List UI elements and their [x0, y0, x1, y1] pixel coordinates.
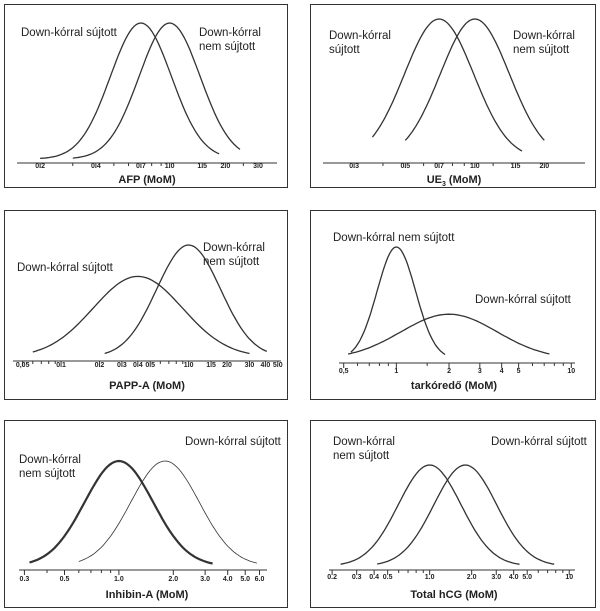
nt-chart-panel: tarkóredő (MoM) 0,5 1 2 3 4 5 10 Down-kórral ne… — [310, 210, 596, 400]
nt-axis-title: tarkóredő (MoM) — [411, 380, 498, 392]
inhibin-series-1-label: Down-kórral sújtott — [185, 436, 282, 448]
afp-series-1-curve — [72, 22, 241, 159]
afp-tick-label: 2.0 — [221, 163, 231, 170]
pappa-series-1-label: Down-kórral nem sújtott — [203, 242, 265, 268]
hcg-tick-label: 0.5 — [383, 574, 393, 581]
hcg-tick-label: 0.4 — [369, 574, 379, 581]
ue3-tick-label: 0.3 — [349, 163, 359, 170]
hcg-axis-title: Total hCG (MoM) — [410, 589, 497, 601]
nt-tick-label: 5 — [517, 368, 521, 375]
inhibin-tick-label: 0.3 — [20, 576, 30, 583]
ue3-series-0-label: Down-kórral sújtott — [329, 30, 391, 56]
inhibin-tick-label: 0.5 — [60, 576, 70, 583]
pappa-tick-label: 5.0 — [273, 362, 283, 369]
afp-series-0-label: Down-kórral sújtott — [21, 27, 118, 39]
inhibin-axis-title: Inhibin-A (MoM) — [106, 589, 189, 601]
ue3-tick-label: 0.5 — [400, 163, 410, 170]
ue3-tick-label: 1.5 — [511, 163, 521, 170]
pappa-tick-label: 1.5 — [206, 362, 216, 369]
pappa-tick-label: 1.0 — [184, 362, 194, 369]
pappa-tick-label: 2.0 — [222, 362, 232, 369]
pappa-tick-label: 3.0 — [245, 362, 255, 369]
pappa-tick-label: 4.0 — [261, 362, 271, 369]
inhibin-series-0-curve — [29, 459, 213, 565]
ue3-series-1-label: Down-kórral nem sújtott — [513, 30, 575, 56]
inhibin-tick-label: 3.0 — [200, 576, 210, 583]
hcg-tick-label: 0.2 — [327, 574, 337, 581]
afp-tick-label: 1.0 — [165, 163, 175, 170]
nt-series-1-label: Down-kórral sújtott — [475, 294, 572, 306]
hcg-tick-label: 5.0 — [522, 574, 532, 581]
nt-tick-label: 1 — [394, 368, 398, 375]
hcg-tick-label: 1.0 — [425, 574, 435, 581]
ue3-chart: UE3 (MoM) 0.3 0.5 0.7 1.0 1.5 2.0 Down-kórral s… — [323, 18, 585, 188]
afp-tick-label: 0.4 — [91, 163, 101, 170]
ue3-tick-label: 0.7 — [434, 163, 444, 170]
hcg-series-1-curve — [376, 464, 555, 565]
afp-series-0-curve — [40, 22, 220, 160]
pappa-axis-title: PAPP-A (MoM) — [109, 380, 185, 392]
nt-tick-label: 4 — [500, 368, 504, 375]
pappa-chart: PAPP-A (MoM) 0,05 0.1 0.2 0.3 0.4 0.5 1.0 1.5 2.… — [13, 242, 283, 392]
hcg-chart: Total hCG (MoM) 0.2 0.3 0.4 0.5 1.0 2.0 3.0 4.0… — [327, 436, 588, 601]
inhibin-tick-label: 2.0 — [168, 576, 178, 583]
nt-series-0-curve — [350, 246, 446, 356]
hcg-series-0-label: Down-kórral nem sújtott — [333, 436, 395, 462]
pappa-series-1-curve — [104, 244, 268, 355]
afp-axis-title: AFP (MoM) — [118, 174, 176, 186]
inhibin-series-0-label: Down-kórral nem sújtott — [19, 454, 81, 480]
pappa-tick-label: 0.5 — [145, 362, 155, 369]
hcg-series-0-curve — [340, 464, 520, 565]
pappa-series-0-curve — [32, 275, 250, 355]
hcg-tick-label: 4.0 — [509, 574, 519, 581]
pappa-tick-label: 0.1 — [56, 362, 66, 369]
nt-series-0-label: Down-kórral nem sújtott — [333, 232, 455, 244]
inhibin-chart-panel: Inhibin-A (MoM) 0.3 0.5 1.0 2.0 3.0 4.0 5.0 6.0… — [4, 420, 288, 608]
afp-tick-label: 3.0 — [253, 163, 263, 170]
ue3-axis-title: UE3 (MoM) — [427, 174, 482, 188]
pappa-tick-label: 0.3 — [117, 362, 127, 369]
ue3-chart-panel: UE3 (MoM) 0.3 0.5 0.7 1.0 1.5 2.0 Down-kórral s… — [310, 4, 596, 188]
nt-tick-label: 2 — [447, 368, 451, 375]
afp-tick-label: 0.7 — [136, 163, 146, 170]
hcg-tick-label: 0.3 — [352, 574, 362, 581]
inhibin-tick-label: 4.0 — [223, 576, 233, 583]
ue3-series-1-curve — [404, 18, 545, 141]
pappa-tick-label: 0.2 — [95, 362, 105, 369]
afp-series-1-label: Down-kórral nem sújtott — [199, 27, 261, 53]
afp-chart-panel: AFP (MoM) 0.2 0.4 0.7 1.0 1.5 2.0 3.0 Down-kórr… — [4, 4, 288, 188]
pappa-chart-panel: PAPP-A (MoM) 0,05 0.1 0.2 0.3 0.4 0.5 1.0 1.5 2.… — [4, 210, 288, 400]
ue3-tick-label: 2.0 — [539, 163, 549, 170]
hcg-tick-label: 2.0 — [467, 574, 477, 581]
inhibin-tick-label: 6.0 — [255, 576, 265, 583]
nt-tick-label: 3 — [478, 368, 482, 375]
pappa-tick-label: 0.4 — [133, 362, 143, 369]
afp-chart: AFP (MoM) 0.2 0.4 0.7 1.0 1.5 2.0 3.0 Down-kórr… — [17, 22, 277, 186]
afp-tick-label: 1.5 — [197, 163, 207, 170]
hcg-series-1-label: Down-kórral sújtott — [491, 436, 588, 448]
pappa-series-0-label: Down-kórral sújtott — [17, 262, 114, 274]
nt-chart: tarkóredő (MoM) 0,5 1 2 3 4 5 10 Down-kórral ne… — [333, 232, 575, 392]
hcg-chart-panel: Total hCG (MoM) 0.2 0.3 0.4 0.5 1.0 2.0 3.0 4.0… — [310, 420, 596, 608]
ue3-tick-label: 1.0 — [470, 163, 480, 170]
hcg-tick-label: 10 — [565, 574, 573, 581]
nt-tick-label: 0,5 — [339, 368, 349, 375]
afp-tick-label: 0.2 — [35, 163, 45, 170]
nt-series-1-curve — [347, 313, 550, 355]
pappa-tick-label: 0,05 — [16, 362, 30, 369]
inhibin-tick-label: 1.0 — [114, 576, 124, 583]
hcg-tick-label: 3.0 — [491, 574, 501, 581]
inhibin-series-1-curve — [78, 460, 258, 564]
nt-tick-label: 10 — [567, 368, 575, 375]
inhibin-tick-label: 5.0 — [240, 576, 250, 583]
inhibin-chart: Inhibin-A (MoM) 0.3 0.5 1.0 2.0 3.0 4.0 5.0 6.0… — [19, 436, 282, 601]
ue3-series-0-curve — [371, 18, 523, 152]
